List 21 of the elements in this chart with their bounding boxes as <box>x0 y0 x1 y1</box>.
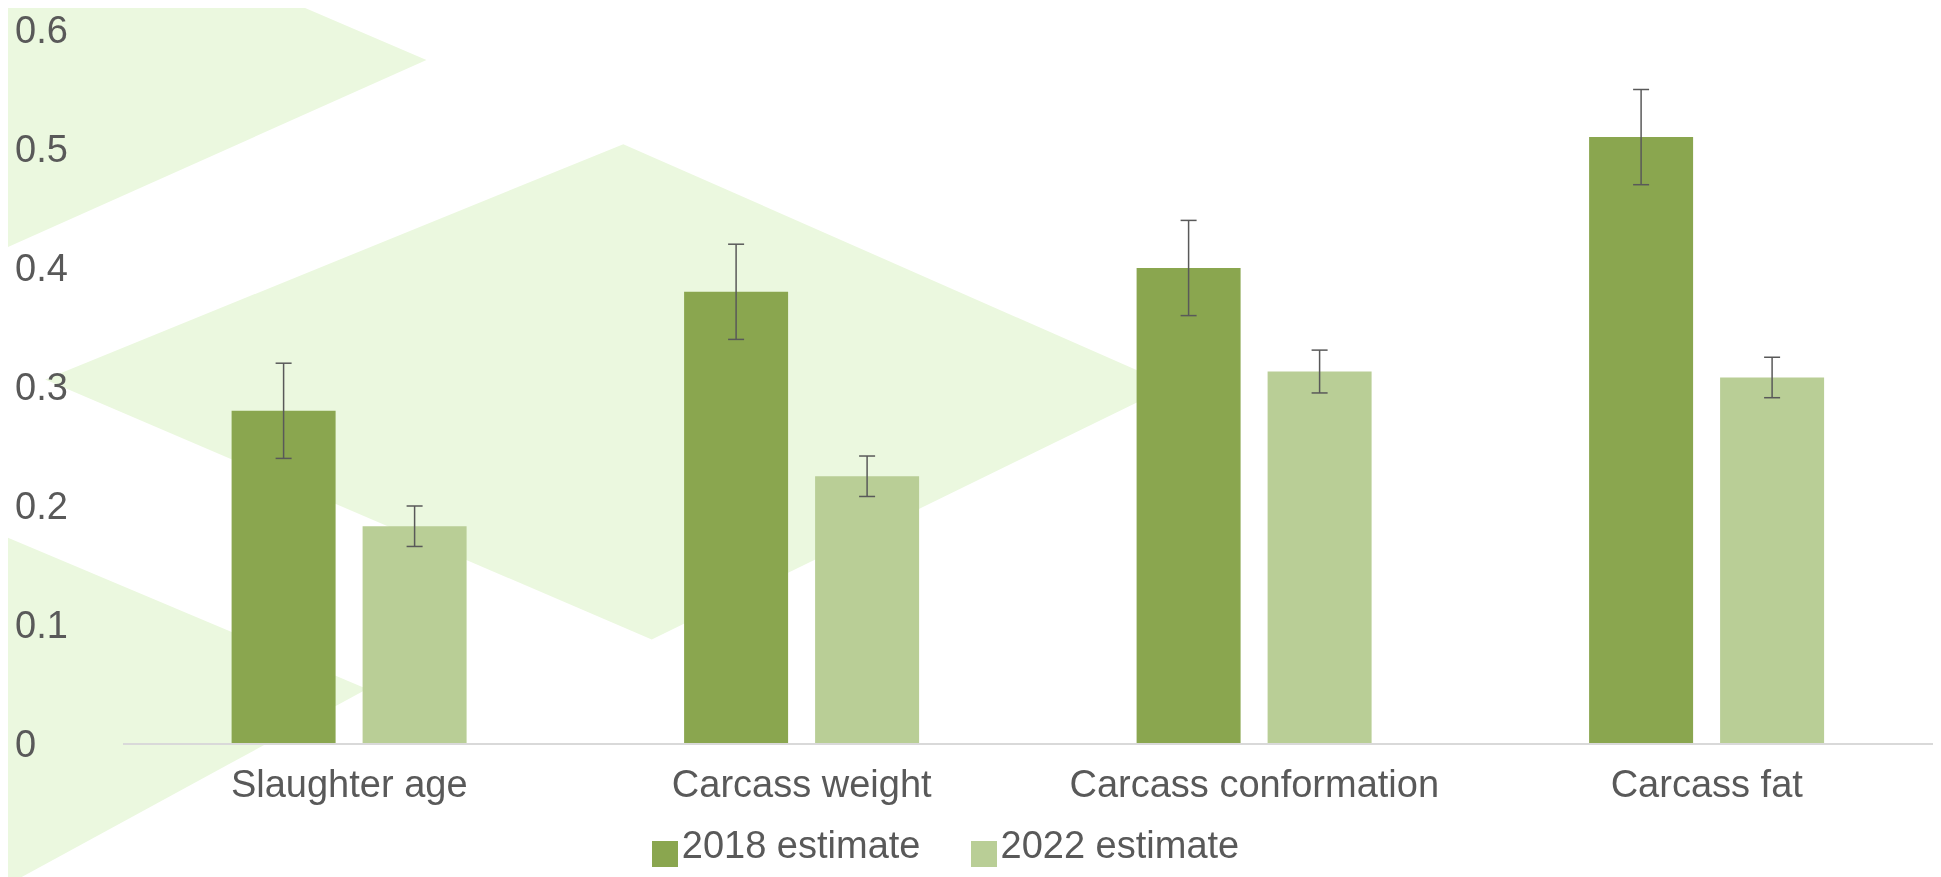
legend-label: 2022 estimate <box>1000 824 1240 866</box>
x-tick-label: Carcass conformation <box>1069 762 1440 805</box>
bar <box>1589 137 1694 744</box>
y-tick-label: 0.3 <box>15 366 68 409</box>
y-tick-label: 0.4 <box>15 247 68 290</box>
bar <box>1267 371 1372 744</box>
bar <box>231 410 336 744</box>
y-tick-label: 0 <box>15 723 37 766</box>
bar <box>684 291 789 744</box>
y-tick-label: 0.2 <box>15 485 68 528</box>
x-tick-label: Carcass fat <box>1610 762 1804 805</box>
legend-label: 2018 estimate <box>681 824 921 866</box>
bar <box>362 526 467 744</box>
bar <box>1720 377 1825 744</box>
y-tick-label: 0.6 <box>15 9 68 52</box>
x-tick-label: Carcass weight <box>671 762 933 805</box>
y-tick-label: 0.1 <box>15 604 68 647</box>
x-tick-label: Slaughter age <box>230 762 468 805</box>
bar <box>1136 268 1241 744</box>
bar <box>815 476 920 744</box>
y-tick-label: 0.5 <box>15 128 68 171</box>
